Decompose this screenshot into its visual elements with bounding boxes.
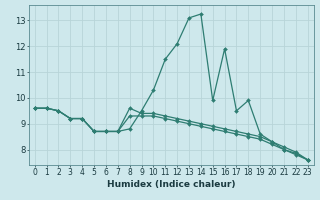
X-axis label: Humidex (Indice chaleur): Humidex (Indice chaleur) [107, 180, 236, 189]
